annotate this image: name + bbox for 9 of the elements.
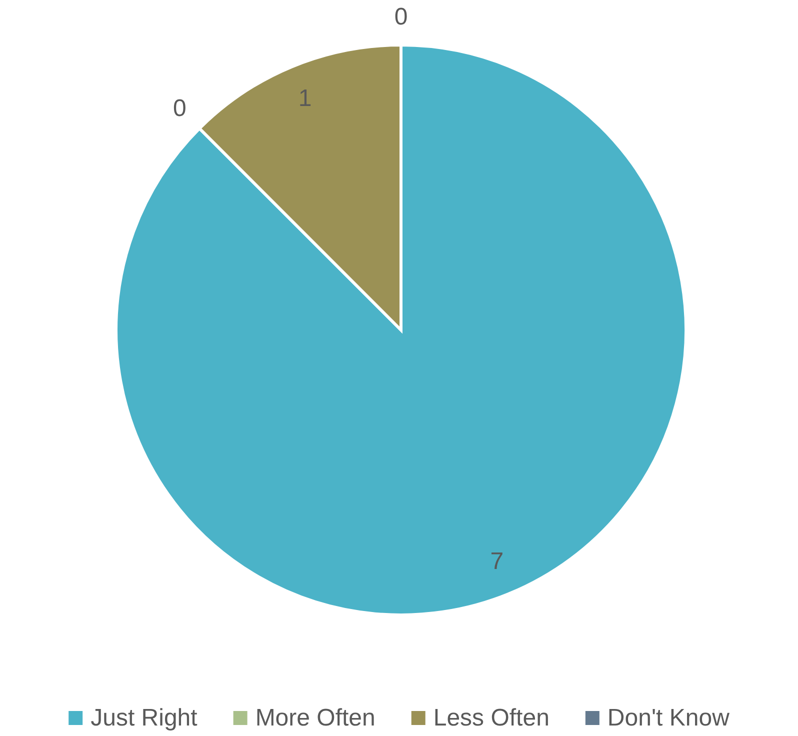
text: 0 xyxy=(172,95,186,122)
legend-label: More Often xyxy=(255,704,376,732)
legend-label: Just Right xyxy=(90,704,198,732)
data-label: 1 xyxy=(298,84,312,112)
text: 0 xyxy=(394,4,408,30)
pie-slice xyxy=(114,44,688,616)
data-label: 7 xyxy=(490,548,504,576)
legend-label: Less Often xyxy=(433,704,550,732)
legend-label: Don't Know xyxy=(607,704,730,732)
